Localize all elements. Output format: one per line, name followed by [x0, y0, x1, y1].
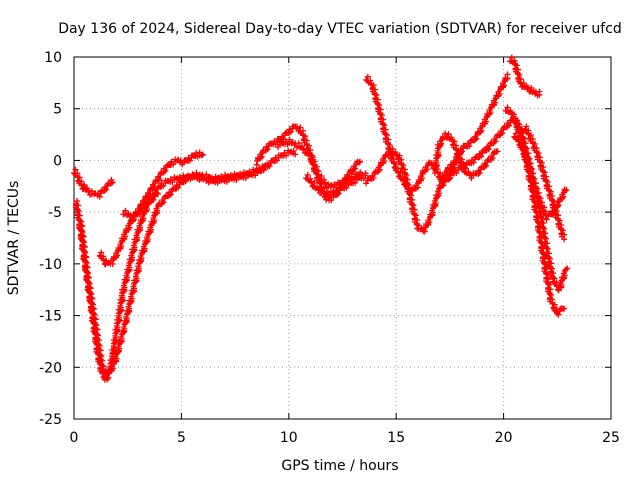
x-tick-label: 25 — [602, 430, 620, 446]
series-arc-17 — [522, 123, 568, 243]
plus-markers — [303, 170, 369, 199]
series-arc-9 — [303, 170, 369, 199]
series-arc-16 — [507, 54, 543, 99]
series-arc-10 — [363, 71, 511, 196]
series-arc-6 — [120, 190, 161, 223]
series-arc-3 — [76, 147, 299, 381]
plus-markers — [79, 176, 116, 200]
y-tick-label: 10 — [44, 50, 62, 66]
series-arc-5 — [96, 149, 206, 268]
series-arc-11 — [363, 145, 460, 235]
plus-markers — [363, 71, 511, 196]
y-tick-label: 5 — [53, 102, 62, 118]
plus-markers — [120, 190, 161, 223]
y-tick-label: -15 — [39, 309, 62, 325]
plus-markers — [96, 149, 206, 268]
x-tick-label: 0 — [70, 430, 79, 446]
series-arc-4 — [79, 176, 116, 200]
plus-markers — [511, 130, 571, 294]
plus-markers — [275, 136, 365, 191]
x-tick-label: 5 — [177, 430, 186, 446]
y-tick-label: 0 — [53, 153, 62, 169]
plus-markers — [76, 147, 299, 381]
y-tick-label: -20 — [39, 360, 62, 376]
data-marks — [71, 54, 571, 383]
y-tick-label: -10 — [39, 257, 62, 273]
series-arc-8 — [275, 136, 365, 191]
series-arc-12 — [431, 130, 501, 182]
y-tick-label: -25 — [39, 412, 62, 428]
plus-markers — [507, 54, 543, 99]
plus-markers — [431, 130, 501, 182]
chart-title: Day 136 of 2024, Sidereal Day-to-day VTE… — [58, 21, 622, 37]
x-axis-label: GPS time / hours — [281, 458, 398, 474]
y-axis-label: SDTVAR / TECUs — [6, 181, 22, 296]
plus-markers — [363, 145, 460, 235]
axis-ticks — [73, 56, 612, 420]
tick-labels: 0 5 10 15 20 25 -25 -20 -15 -10 -5 0 5 10 — [39, 50, 620, 446]
plus-markers — [522, 123, 568, 243]
grid — [74, 57, 611, 419]
series-arc-15 — [511, 130, 571, 294]
x-tick-label: 20 — [495, 430, 513, 446]
x-tick-label: 15 — [387, 430, 405, 446]
y-tick-label: -5 — [48, 205, 62, 221]
x-tick-label: 10 — [280, 430, 298, 446]
plot-frame — [73, 56, 612, 420]
